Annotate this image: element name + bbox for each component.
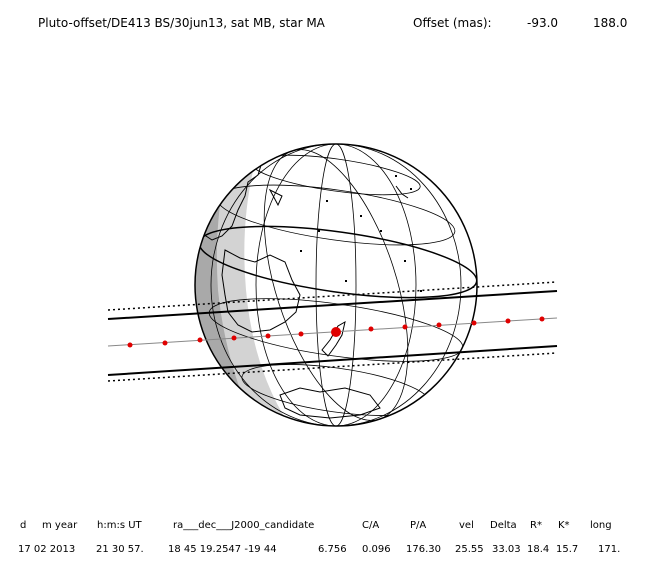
- header-cell: P/A: [410, 520, 426, 531]
- row-cell: 15.7: [556, 544, 578, 555]
- row-cell: 33.03: [492, 544, 521, 555]
- row-cell: 18 45 19.2547 -19 44: [168, 544, 277, 555]
- header-cell: ra___dec___J2000_candidate: [173, 520, 314, 531]
- shadow-path: [107, 281, 558, 382]
- row-cell: 25.55: [455, 544, 484, 555]
- islands: [300, 175, 422, 292]
- header-cell: m year: [42, 520, 78, 531]
- header-cell: C/A: [362, 520, 379, 531]
- header-cell: Delta: [490, 520, 517, 531]
- row-cell: 171.: [598, 544, 620, 555]
- header-cell: h:m:s UT: [97, 520, 143, 531]
- header-cell: long: [590, 520, 612, 531]
- limit-north: [107, 290, 558, 320]
- offset-label: Offset (mas):: [413, 16, 492, 30]
- row-cell: 18.4: [527, 544, 549, 555]
- limit-south: [107, 345, 558, 376]
- header-cell: vel: [459, 520, 474, 531]
- header-cell: K*: [558, 520, 570, 531]
- header-cell: R*: [530, 520, 542, 531]
- row-cell: 21 30 57.: [96, 544, 144, 555]
- offset-y: 188.0: [593, 16, 627, 30]
- time-marks: [127, 316, 545, 348]
- row-cell: 0.096: [362, 544, 391, 555]
- title: Pluto-offset/DE413 BS/30jun13, sat MB, s…: [38, 16, 326, 30]
- header-cell: d: [20, 520, 26, 531]
- row-cell: 6.756: [318, 544, 347, 555]
- row-cell: 176.30: [406, 544, 441, 555]
- table: d m year h:m:s UT ra___dec___J2000_candi…: [18, 520, 620, 555]
- row-cell: 17 02 2013: [18, 544, 75, 555]
- offset-x: -93.0: [527, 16, 558, 30]
- globe: [195, 144, 477, 426]
- globe-limb: [194, 143, 478, 427]
